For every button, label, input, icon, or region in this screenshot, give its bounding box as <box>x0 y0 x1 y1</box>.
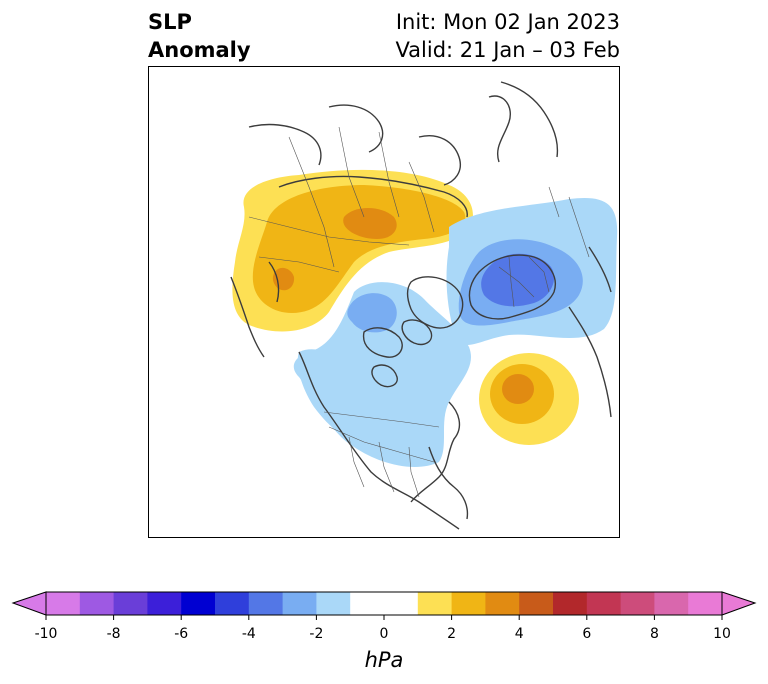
colorbar: -10 -8 -6 -4 -2 0 2 4 6 8 10 hPa <box>11 591 757 672</box>
colorbar-tick-label: -4 <box>242 626 256 642</box>
title-line-2: Anomaly <box>148 38 251 62</box>
colorbar-segment <box>586 592 622 615</box>
colorbar-segments <box>46 592 723 615</box>
positive-anomaly-asia-core <box>343 208 397 239</box>
colorbar-tick-label: -2 <box>309 626 323 642</box>
colorbar-segment <box>620 592 655 615</box>
colorbar-segment <box>248 592 284 615</box>
colorbar-unit: hPa <box>365 648 404 672</box>
colorbar-segment <box>384 592 419 615</box>
init-date: Init: Mon 02 Jan 2023 <box>395 10 620 34</box>
title-line-1: SLP <box>148 10 192 34</box>
coastlines <box>230 81 612 530</box>
colorbar-segment <box>350 592 385 615</box>
colorbar-tick-label: 4 <box>515 626 524 642</box>
colorbar-over-arrow <box>721 591 757 616</box>
colorbar-segment <box>553 592 588 615</box>
colorbar-segment <box>688 592 723 615</box>
colorbar-segment <box>181 592 216 615</box>
colorbar-segment <box>519 592 554 615</box>
negative-anomaly-canada <box>297 349 393 450</box>
colorbar-tick-label: -6 <box>174 626 188 642</box>
colorbar-segment <box>417 592 453 615</box>
map-title: SLP Anomaly <box>148 8 251 64</box>
negative-anomaly-europe-core <box>481 253 555 307</box>
colorbar-segment <box>215 592 250 615</box>
colorbar-tick-label: -10 <box>35 626 58 642</box>
colorbar-segment <box>147 592 182 615</box>
slp-anomaly-map <box>148 66 620 538</box>
colorbar-segment <box>46 592 81 615</box>
colorbar-tick-label: -8 <box>107 626 121 642</box>
colorbar-tick-label: 6 <box>582 626 591 642</box>
forecast-dates: Init: Mon 02 Jan 2023 Valid: 21 Jan – 03… <box>395 8 620 64</box>
positive-anomaly-asia-inner <box>252 185 466 314</box>
colorbar-ticks: -10 -8 -6 -4 -2 0 2 4 6 8 10 <box>35 615 731 642</box>
negative-anomaly-arctic-core <box>347 293 397 333</box>
colorbar-tick-label: 10 <box>713 626 731 642</box>
colorbar-segment <box>282 592 317 615</box>
colorbar-segment <box>113 592 148 615</box>
colorbar-segment <box>654 592 689 615</box>
colorbar-segment <box>451 592 486 615</box>
colorbar-tick-label: 8 <box>650 626 659 642</box>
positive-anomaly-pacific-core <box>502 374 534 404</box>
colorbar-under-arrow <box>11 591 47 616</box>
valid-dates: Valid: 21 Jan – 03 Feb <box>395 38 620 62</box>
colorbar-tick-label: 2 <box>447 626 456 642</box>
political-boundaries <box>248 126 590 498</box>
colorbar-tick-label: 0 <box>380 626 389 642</box>
colorbar-segment <box>79 592 115 615</box>
map-canvas <box>230 81 618 530</box>
colorbar-segment <box>485 592 520 615</box>
colorbar-segment <box>316 592 351 615</box>
